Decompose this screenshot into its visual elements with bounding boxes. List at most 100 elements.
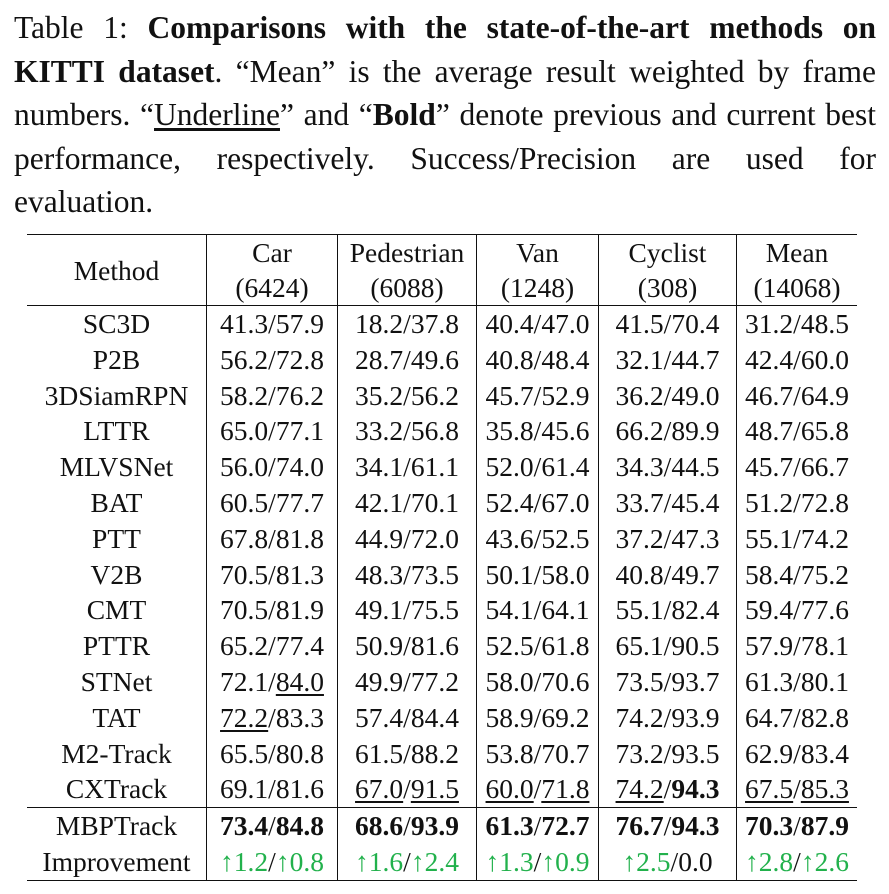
table-row: SC3D 41.3/57.9 18.2/37.8 40.4/47.0 41.5/70.4…: [27, 304, 857, 342]
success-value: 37.2: [615, 522, 664, 554]
value-separator: /: [663, 665, 672, 697]
score-cell: 65.5/80.8: [206, 735, 338, 772]
value-separator: /: [793, 308, 801, 339]
score-cell: 52.4/67.0: [476, 484, 599, 521]
value-separator: /: [533, 451, 542, 483]
score-cell: 60.5/77.7: [206, 484, 338, 521]
precision-value: 56.8: [410, 415, 459, 447]
value-separator: /: [403, 308, 411, 339]
value-separator: /: [533, 701, 542, 733]
value-separator: /: [663, 773, 672, 805]
success-value: 67.8: [220, 522, 269, 554]
success-value: 61.3: [485, 810, 534, 842]
table-row: PTTR 65.2/77.4 50.9/81.6 52.5/61.8 65.1/90.5…: [27, 628, 857, 664]
value-separator: /: [268, 845, 276, 877]
value-separator: /: [793, 558, 801, 590]
success-value: 58.0: [485, 665, 534, 697]
success-value: 65.0: [220, 415, 269, 447]
table-row: TAT 72.2/83.3 57.4/84.4 58.9/69.2 74.2/93.9 6…: [27, 699, 857, 736]
value-separator: /: [533, 486, 542, 518]
value-separator: /: [793, 630, 801, 662]
method-name: STNet: [80, 665, 153, 697]
score-cell: 67.5/85.3: [736, 771, 857, 808]
table-row: V2B 70.5/81.3 48.3/73.5 50.1/58.0 40.8/49.7 5…: [27, 556, 857, 593]
score-cell: 33.7/45.4: [598, 484, 737, 521]
success-value: 52.0: [485, 451, 534, 483]
precision-value: 45.6: [541, 415, 590, 447]
value-separator: /: [793, 451, 801, 483]
success-value: 42.4: [745, 343, 794, 375]
header-pedestrian-frames: (6088): [337, 270, 477, 306]
value-separator: /: [663, 522, 672, 554]
value-separator: /: [268, 558, 276, 590]
score-cell: 50.9/81.6: [337, 628, 477, 664]
precision-value: 70.7: [541, 737, 590, 769]
success-value: 58.2: [220, 379, 269, 411]
comparison-table: Method Car Pedestrian Van Cyclist Mean (…: [27, 234, 857, 881]
precision-value: ↑0.9: [541, 845, 590, 877]
caption-text-1: . “Mean” is the average result weighted …: [14, 53, 877, 133]
value-separator: /: [533, 845, 542, 877]
method-name: M2-Track: [61, 737, 172, 769]
precision-value: ↑2.6: [800, 845, 849, 877]
success-value: 42.1: [355, 486, 404, 518]
method-name: LTTR: [83, 415, 150, 447]
success-value: ↑2.5: [622, 845, 671, 877]
success-value: 65.5: [220, 737, 269, 769]
success-value: 48.3: [355, 558, 404, 590]
value-separator: /: [663, 415, 672, 447]
precision-value: 82.4: [671, 594, 720, 626]
value-separator: /: [793, 737, 801, 769]
score-cell: 65.0/77.1: [206, 413, 338, 450]
precision-value: 81.8: [275, 522, 324, 554]
precision-value: 87.9: [800, 810, 849, 842]
value-separator: /: [403, 845, 411, 877]
success-value: 58.9: [485, 701, 534, 733]
score-cell: 57.4/84.4: [337, 699, 477, 736]
precision-value: 80.1: [800, 665, 849, 697]
score-cell: 55.1/74.2: [736, 520, 857, 557]
header-car: Car: [206, 234, 338, 270]
precision-value: 85.3: [800, 773, 849, 805]
score-cell: 45.7/52.9: [476, 377, 599, 414]
success-value: ↑1.3: [485, 845, 534, 877]
value-separator: /: [533, 665, 542, 697]
success-value: 51.2: [745, 486, 794, 518]
precision-value: 47.3: [671, 522, 720, 554]
table-row: BAT 60.5/77.7 42.1/70.1 52.4/67.0 33.7/45.4 5…: [27, 484, 857, 521]
score-cell: 61.3/72.7: [476, 807, 599, 844]
header-mean-frames: (14068): [736, 270, 857, 306]
precision-value: 69.2: [541, 701, 590, 733]
header-van: Van: [476, 234, 599, 270]
value-separator: /: [403, 665, 411, 697]
value-separator: /: [533, 308, 542, 339]
score-cell: 58.9/69.2: [476, 699, 599, 736]
score-cell: 52.0/61.4: [476, 449, 599, 485]
precision-value: 70.1: [410, 486, 459, 518]
success-value: 45.7: [485, 379, 534, 411]
score-cell: 58.4/75.2: [736, 556, 857, 593]
success-value: 32.1: [615, 343, 664, 375]
score-cell: 69.1/81.6: [206, 771, 338, 808]
value-separator: /: [793, 522, 801, 554]
precision-value: 77.1: [275, 415, 324, 447]
success-value: 52.4: [485, 486, 534, 518]
precision-value: 64.1: [541, 594, 590, 626]
success-value: 49.1: [355, 594, 404, 626]
value-separator: /: [403, 701, 411, 733]
method-name: V2B: [90, 558, 143, 590]
value-separator: /: [533, 415, 542, 447]
value-separator: /: [403, 773, 411, 805]
value-separator: /: [663, 343, 672, 375]
score-cell: 18.2/37.8: [337, 304, 477, 342]
success-value: 45.7: [745, 451, 794, 483]
precision-value: 74.2: [800, 522, 849, 554]
score-cell: 31.2/48.5: [736, 304, 857, 342]
precision-value: 80.8: [275, 737, 324, 769]
precision-value: 37.8: [410, 308, 459, 339]
precision-value: 72.8: [275, 343, 324, 375]
score-cell: 57.9/78.1: [736, 628, 857, 664]
value-separator: /: [670, 845, 679, 877]
precision-value: 44.7: [671, 343, 720, 375]
success-value: 55.1: [615, 594, 664, 626]
